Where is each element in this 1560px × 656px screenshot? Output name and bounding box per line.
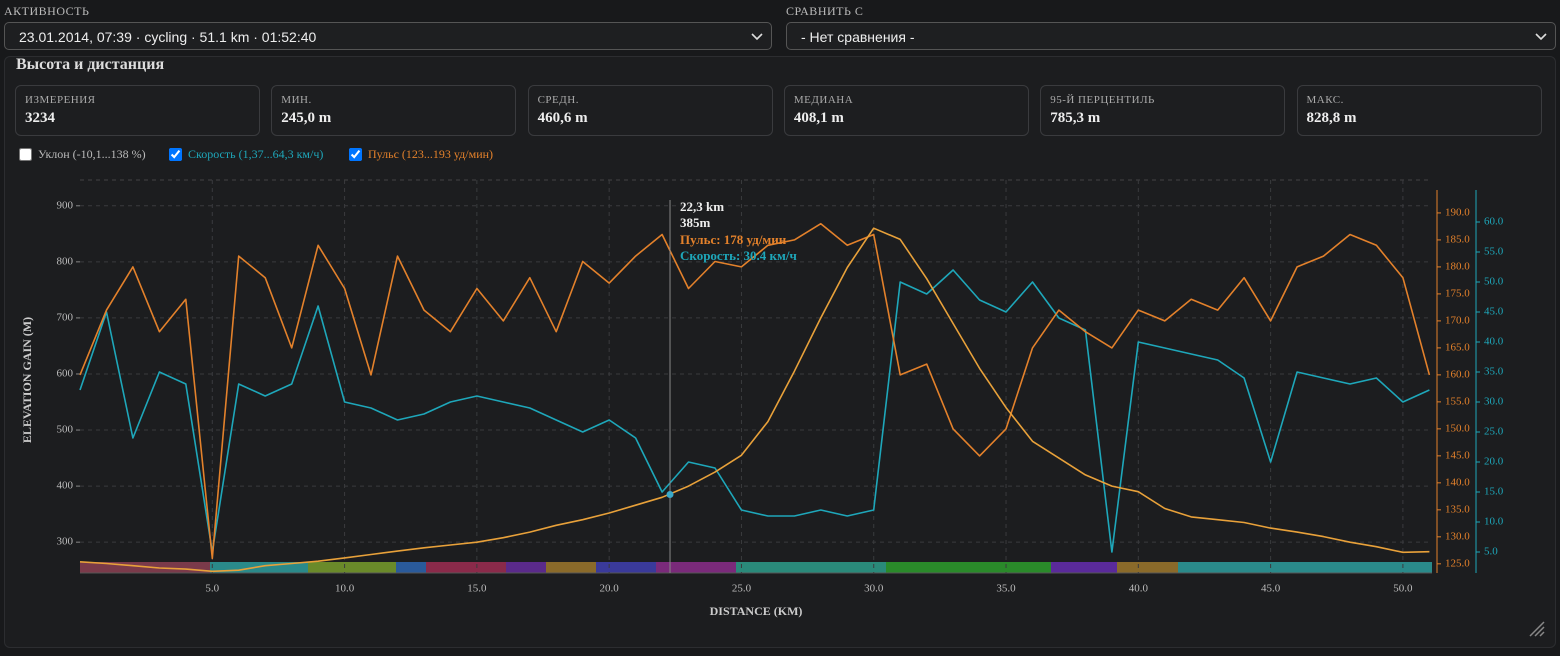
y-axis-label: ELEVATION GAIN (M) (20, 317, 34, 443)
stat-label: МАКС. (1306, 94, 1344, 106)
tooltip-line: Пульс: 178 уд/мин (680, 232, 787, 247)
y3-tick-label: 40.0 (1484, 336, 1504, 348)
checkbox[interactable] (19, 148, 32, 161)
y3-tick-label: 55.0 (1484, 246, 1504, 258)
toggle-label: Уклон (-10,1...138 %) (38, 147, 146, 161)
y3-tick-label: 45.0 (1484, 306, 1504, 318)
activity-label: АКТИВНОСТЬ (4, 4, 90, 18)
compare-value: - Нет сравнения - (801, 29, 915, 45)
x-axis-label: DISTANCE (KM) (710, 604, 803, 618)
stat-card: МЕДИАНА 408,1 m (783, 85, 1029, 136)
x-tick-label: 45.0 (1261, 583, 1281, 595)
toggle-label: Скорость (1,37...64,3 км/ч) (188, 147, 324, 161)
y2-tick-label: 190.0 (1445, 206, 1470, 218)
checkbox[interactable] (349, 148, 362, 161)
toggle-label: Пульс (123...193 уд/мин) (368, 147, 494, 161)
stat-label: 95-Й ПЕРЦЕНТИЛЬ (1050, 94, 1155, 106)
y3-tick-label: 50.0 (1484, 276, 1504, 288)
y3-tick-label: 25.0 (1484, 426, 1504, 438)
panel-title: Высота и дистанция (16, 56, 165, 73)
y2-tick-label: 140.0 (1445, 476, 1470, 488)
y2-tick-label: 165.0 (1445, 341, 1470, 353)
y-tick-label: 800 (57, 255, 74, 267)
x-tick-label: 50.0 (1393, 583, 1413, 595)
y2-tick-label: 155.0 (1445, 395, 1470, 407)
stat-value: 785,3 m (1050, 110, 1101, 126)
stat-value: 245,0 m (281, 110, 332, 126)
y-tick-label: 900 (57, 199, 74, 211)
chevron (1535, 33, 1547, 41)
hover-point (666, 491, 674, 499)
stat-value: 828,8 m (1306, 110, 1357, 126)
y2-tick-label: 145.0 (1445, 449, 1470, 461)
toggle: Уклон (-10,1...138 %) (19, 147, 146, 162)
y2-tick-label: 170.0 (1445, 314, 1470, 326)
y3-tick-label: 5.0 (1484, 546, 1498, 558)
stat-value: 408,1 m (793, 110, 844, 126)
y3-tick-label: 10.0 (1484, 516, 1504, 528)
tooltip-line: Скорость: 30.4 км/ч (680, 248, 797, 263)
activity-value: 23.01.2014, 07:39 · cycling · 51.1 km · … (19, 29, 317, 45)
stat-value: 460,6 m (537, 110, 588, 126)
y3-tick-label: 30.0 (1484, 396, 1504, 408)
series-line (79, 222, 1431, 560)
compare-label: СРАВНИТЬ С (786, 4, 864, 18)
x-tick-label: 20.0 (600, 583, 620, 595)
x-tick-label: 15.0 (467, 583, 487, 595)
y-tick-label: 300 (57, 536, 74, 548)
stat-card: МИН. 245,0 m (271, 85, 517, 136)
y-tick-label: 700 (57, 311, 74, 323)
toggle: Пульс (123...193 уд/мин) (349, 147, 493, 162)
y2-tick-label: 185.0 (1445, 233, 1470, 245)
y2-tick-label: 125.0 (1445, 557, 1470, 569)
y2-tick-label: 175.0 (1445, 287, 1470, 299)
tooltip-x: 22,3 km (680, 199, 724, 214)
x-tick-label: 25.0 (732, 583, 752, 595)
stat-card: МАКС. 828,8 m (1296, 85, 1542, 136)
elevation-line (79, 227, 1430, 573)
y2-tick-label: 130.0 (1445, 530, 1470, 542)
y3-tick-label: 60.0 (1484, 216, 1504, 228)
x-tick-label: 5.0 (205, 583, 219, 595)
resize-handle[interactable] (1526, 618, 1546, 638)
stat-card: 95-Й ПЕРЦЕНТИЛЬ 785,3 m (1040, 85, 1286, 136)
stat-value: 3234 (25, 110, 55, 126)
chart: ELEVATION GAIN (M) DISTANCE (KM) 300 400 5… (20, 179, 1504, 618)
stat-label: СРЕДН. (537, 94, 579, 106)
stat-label: МЕДИАНА (793, 94, 854, 106)
compare-select[interactable]: - Нет сравнения - (786, 22, 1556, 50)
checkbox[interactable] (169, 148, 182, 161)
y2-tick-label: 135.0 (1445, 503, 1470, 515)
x-tick-label: 10.0 (335, 583, 355, 595)
y3-tick-label: 35.0 (1484, 366, 1504, 378)
activity-select[interactable]: 23.01.2014, 07:39 · cycling · 51.1 km · … (4, 22, 772, 50)
y2-tick-label: 150.0 (1445, 422, 1470, 434)
stat-card: СРЕДН. 460,6 m (527, 85, 773, 136)
y-tick-label: 500 (57, 424, 74, 436)
y2-tick-label: 180.0 (1445, 260, 1470, 272)
y3-tick-label: 20.0 (1484, 456, 1504, 468)
stat-label: МИН. (281, 94, 312, 106)
series-line (79, 269, 1430, 553)
y3-tick-label: 15.0 (1484, 486, 1504, 498)
y2-tick-label: 160.0 (1445, 368, 1470, 380)
chevron (751, 33, 763, 41)
panel (4, 56, 1556, 648)
y-tick-label: 600 (57, 368, 74, 380)
toggle: Скорость (1,37...64,3 км/ч) (169, 147, 323, 162)
x-tick-label: 40.0 (1129, 583, 1149, 595)
x-tick-label: 35.0 (996, 583, 1016, 595)
tooltip-y: 385m (680, 215, 711, 230)
stat-label: ИЗМЕРЕНИЯ (25, 94, 96, 106)
y-tick-label: 400 (57, 480, 74, 492)
stat-card: ИЗМЕРЕНИЯ 3234 (15, 85, 260, 136)
x-tick-label: 30.0 (864, 583, 884, 595)
